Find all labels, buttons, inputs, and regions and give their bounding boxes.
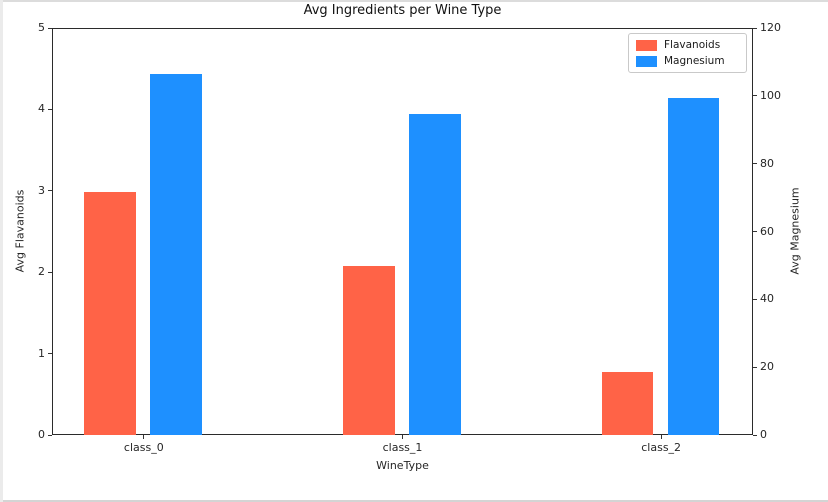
legend-swatch-magnesium: [636, 55, 657, 67]
screenshot-top-border: [0, 0, 828, 2]
bar-magnesium-class_1: [408, 114, 461, 435]
x-tick-label-class_0: class_0: [123, 441, 164, 454]
y-tick-left-4: [48, 108, 52, 110]
y-tick-label-left-2: 2: [38, 265, 45, 279]
y-tick-label-left-1: 1: [38, 346, 45, 360]
y-tick-label-right-60: 60: [760, 224, 774, 238]
x-tick-class_1: [402, 435, 403, 439]
y-tick-right-0: [753, 434, 757, 436]
y-tick-right-100: [753, 95, 757, 97]
y-tick-left-5: [48, 27, 52, 29]
legend-item-magnesium: Magnesium: [636, 55, 739, 67]
y-tick-right-40: [753, 298, 757, 300]
x-tick-class_2: [660, 435, 662, 439]
y-tick-label-left-5: 5: [38, 21, 45, 34]
legend-label-magnesium: Magnesium: [664, 55, 725, 67]
y-tick-label-right-20: 20: [760, 360, 774, 374]
y-tick-label-right-40: 40: [760, 292, 774, 306]
legend-label-flavanoids: Flavanoids: [664, 39, 721, 51]
y-tick-left-3: [48, 190, 52, 192]
y-tick-right-120: [753, 27, 757, 29]
screenshot-left-border: [0, 0, 3, 502]
x-tick-label-class_1: class_1: [382, 441, 423, 454]
bar-flavanoids-class_0: [84, 192, 137, 435]
legend-swatch-flavanoids: [636, 39, 657, 51]
y-tick-label-left-4: 4: [38, 102, 45, 116]
y-tick-label-left-3: 3: [38, 183, 45, 197]
y-tick-left-2: [48, 271, 52, 273]
y-axis-label-left: Avg Flavanoids: [13, 189, 27, 273]
y-tick-right-20: [753, 366, 757, 368]
bar-magnesium-class_2: [667, 98, 720, 435]
y-tick-label-right-80: 80: [760, 156, 774, 170]
legend: Flavanoids Magnesium: [628, 33, 747, 73]
legend-item-flavanoids: Flavanoids: [636, 39, 739, 51]
y-tick-label-right-120: 120: [760, 21, 781, 34]
x-tick-label-class_2: class_2: [641, 441, 682, 454]
bar-flavanoids-class_2: [601, 371, 654, 435]
chart-title: Avg Ingredients per Wine Type: [303, 3, 502, 18]
y-tick-right-60: [753, 231, 757, 232]
y-tick-right-80: [753, 163, 757, 165]
x-axis-label: WineType: [376, 459, 429, 472]
bar-flavanoids-class_1: [343, 265, 395, 435]
y-tick-left-1: [48, 353, 52, 355]
screenshot-bottom-border: [0, 500, 828, 502]
x-tick-class_0: [143, 435, 145, 439]
y-tick-left-0: [48, 434, 52, 436]
y-tick-label-right-100: 100: [760, 88, 781, 102]
y-tick-label-right-0: 0: [760, 428, 767, 441]
bar-magnesium-class_0: [150, 74, 202, 435]
y-tick-label-left-0: 0: [38, 428, 45, 441]
